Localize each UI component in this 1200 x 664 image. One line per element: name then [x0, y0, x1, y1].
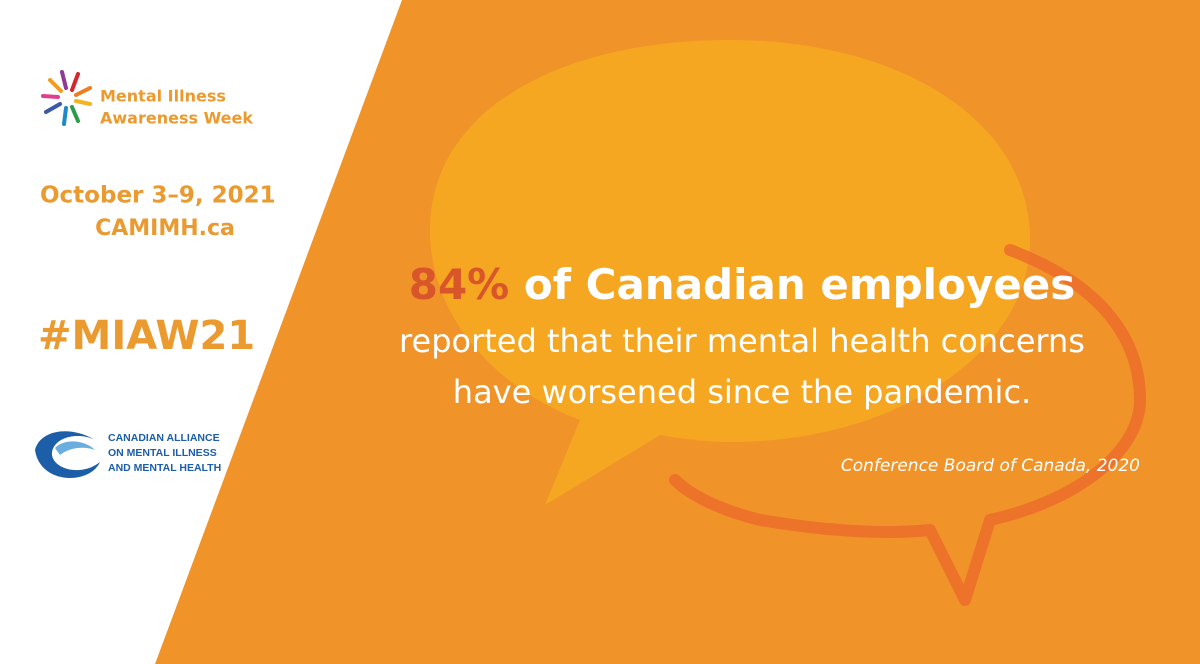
org-logo: [35, 431, 100, 478]
event-dates: October 3–9, 2021: [40, 183, 276, 209]
website: CAMIMH.ca: [95, 216, 235, 241]
body-line: reported that their mental health concer…: [399, 322, 1085, 360]
body-line: have worsened since the pandemic.: [453, 373, 1031, 411]
hashtag: #MIAW21: [38, 313, 255, 359]
org-name: AND MENTAL HEALTH: [108, 462, 221, 474]
headline: 84% of Canadian employees: [409, 260, 1076, 309]
highlight-stat: 84%: [409, 260, 510, 309]
outline-bubble: [669, 244, 1146, 606]
source: Conference Board of Canada, 2020: [841, 456, 1140, 476]
logo-text: Mental Illness: [100, 87, 226, 106]
org-name: CANADIAN ALLIANCE: [108, 432, 220, 444]
logo-icon: [41, 70, 92, 126]
logo-text: Awareness Week: [100, 109, 253, 128]
org-name: ON MENTAL ILLNESS: [108, 447, 217, 459]
headline-text: of Canadian employees: [524, 260, 1075, 309]
speech-bubble: [430, 40, 1030, 505]
